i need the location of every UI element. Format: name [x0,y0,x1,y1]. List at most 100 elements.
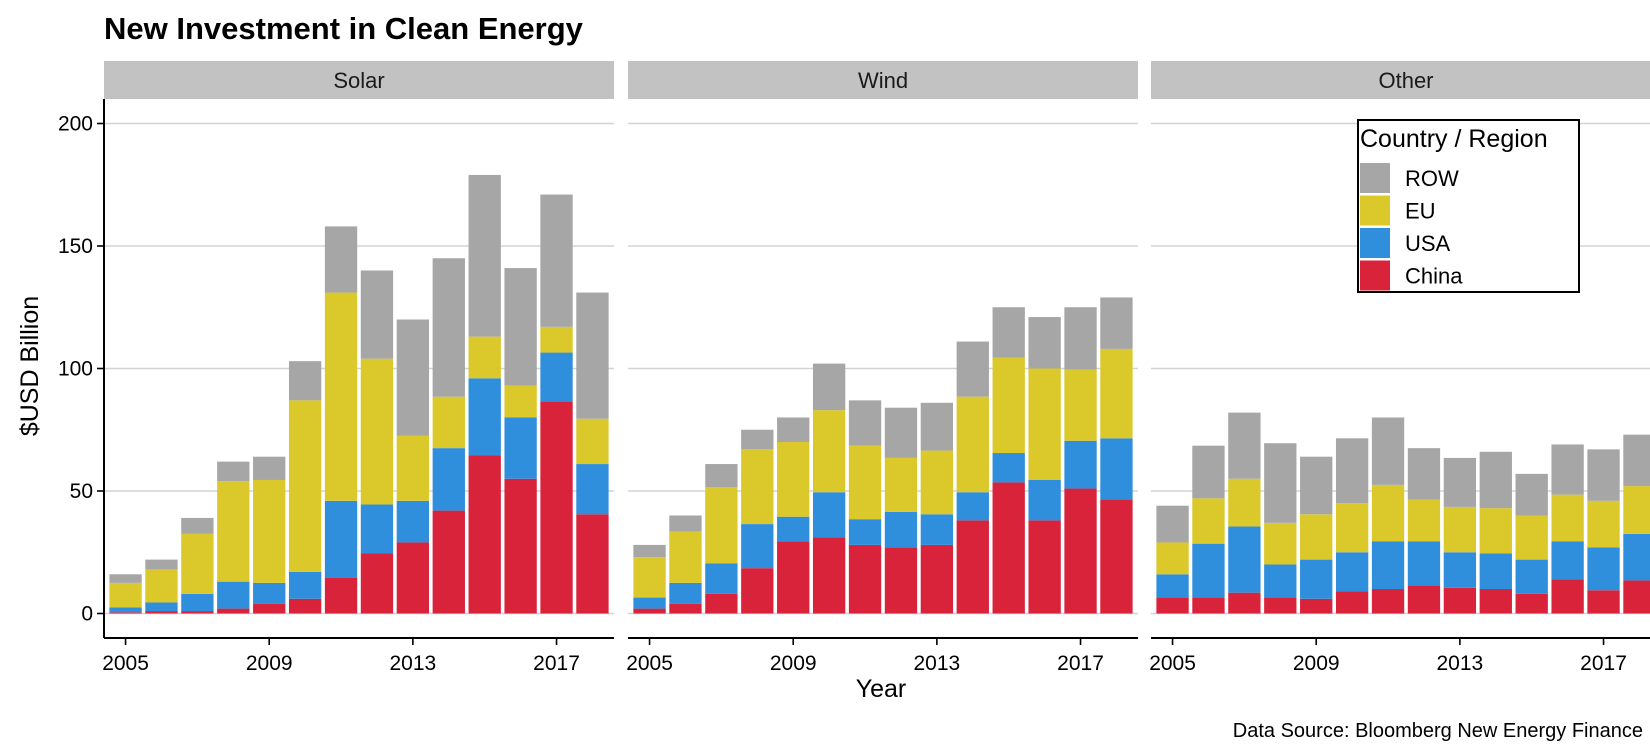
bar-segment-usa [1515,559,1548,594]
bar-segment-usa [540,352,573,402]
bar-segment-row [145,559,178,570]
facet-strip [1151,61,1650,99]
bar-segment-china [468,455,501,614]
bar-segment-eu [1515,515,1548,560]
bar-segment-usa [145,602,178,612]
y-tick-label: 100 [58,358,93,381]
bar-segment-eu [288,400,322,572]
bar-segment-usa [1192,543,1225,598]
bar-segment-eu [109,582,142,608]
facet-label: Other [1378,68,1433,93]
x-tick-label: 2013 [1437,652,1484,675]
bar-segment-row [217,461,250,482]
y-tick-label: 200 [58,113,93,136]
bar-segment-usa [432,448,465,511]
bar-segment-eu [633,557,666,598]
bar-segment-usa [1551,541,1584,580]
x-tick-label: 2017 [533,652,580,675]
bar-segment-row [432,258,465,397]
x-tick-label: 2005 [102,652,149,675]
bar-segment-eu [848,445,882,520]
y-tick-label: 150 [58,235,93,258]
bar-segment-usa [181,593,214,612]
bar-segment-row [884,407,918,458]
bar-segment-eu [884,457,918,512]
bar-segment-row [992,307,1025,358]
bar-segment-eu [1028,368,1061,480]
chart-title: New Investment in Clean Energy [104,11,584,46]
bar-segment-row [1192,445,1225,499]
bar-segment-row [1443,457,1477,507]
bar-segment-usa [920,514,954,545]
bar-segment-row [396,319,430,436]
bar-segment-eu [1192,498,1225,544]
bar-segment-china [253,603,286,614]
bar-segment-usa [1335,552,1369,592]
bar-segment-usa [1064,440,1097,489]
bar-segment-eu [1587,500,1620,548]
bar-segment-china [1371,589,1405,614]
legend-label-usa: USA [1405,231,1451,256]
bar-segment-row [109,574,142,583]
bar-segment-china [181,611,214,614]
bar-segment-eu [145,569,178,603]
bar-segment-china [741,568,774,614]
bar-segment-usa [1264,564,1297,598]
facet-label: Wind [858,68,908,93]
bar-segment-usa [777,516,810,542]
bar-segment-usa [884,511,918,548]
bar-segment-eu [1479,508,1512,554]
bar-segment-row [1300,456,1333,515]
legend: Country / Region ROW EU USA China [1357,119,1580,293]
bar-segment-eu [1443,506,1477,553]
bar-segment-eu [1264,522,1297,565]
bar-segment-row [1371,417,1405,485]
panel-solar: Solar 0 50 100 150 200 2005 2009 2013 2017 [58,61,614,675]
bar-segment-eu [360,358,394,505]
bar-segment-china [217,608,250,614]
bar-segment-row [1156,505,1189,543]
bar-segment-usa [1587,547,1620,591]
bar-segment-usa [848,519,882,545]
bar-segment-row [1479,451,1512,509]
bar-segment-china [1443,587,1477,614]
bar-segment-china [1300,598,1333,614]
bar-segment-eu [1335,503,1369,553]
x-axis-label: Year [856,675,907,703]
bar-segment-china [540,401,573,614]
bar-segment-china [1228,592,1261,614]
legend-box [1357,119,1580,293]
bar-segment-row [633,544,666,558]
bar-segment-eu [705,487,738,564]
bar-segment-row [504,268,537,386]
bar-segment-usa [576,464,609,515]
bar-segment-usa [360,504,394,554]
bar-segment-china [145,611,178,614]
x-tick-label: 2013 [390,652,437,675]
bar-segment-row [1228,412,1261,479]
bar-segment-china [1192,597,1225,614]
bar-segment-usa [669,582,702,604]
legend-key-china [1360,260,1390,291]
bar-segment-row [1028,317,1061,369]
bar-segment-china [777,541,810,614]
legend-key-eu [1360,195,1390,226]
bar-segment-eu [1551,494,1584,542]
bar-segment-usa [1300,559,1333,599]
bar-segment-row [468,174,501,337]
bar-segment-row [1515,473,1548,516]
bar-segment-usa [956,492,989,521]
bar-segment-eu [181,533,214,594]
bar-segment-eu [253,479,286,583]
facet-panels: Solar 0 50 100 150 200 2005 2009 2013 2017 Wind 200… [58,61,1650,675]
bar-segment-usa [992,453,1025,483]
bar-segment-china [705,593,738,614]
y-tick-label: 0 [81,603,93,626]
bar-segment-eu [1300,514,1333,560]
bar-segment-china [360,553,394,614]
bar-segment-china [396,542,430,614]
bar-segment-usa [253,582,286,604]
bar-segment-china [1028,520,1061,614]
bar-segment-china [884,547,918,614]
y-axis-label: $USD Billion [16,296,44,436]
